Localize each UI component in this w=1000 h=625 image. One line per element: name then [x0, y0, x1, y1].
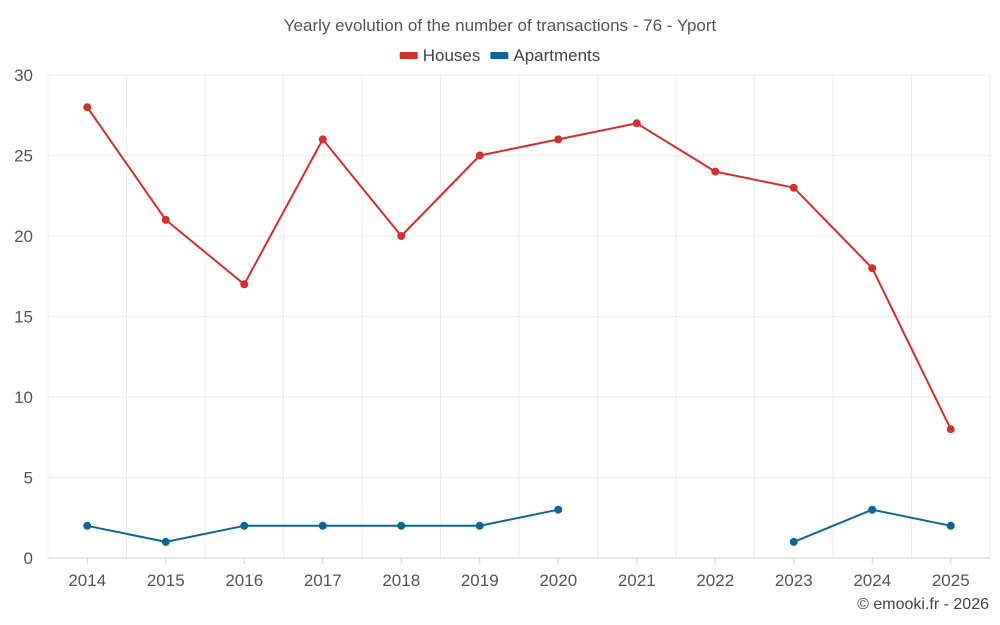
data-point-houses[interactable] [711, 167, 720, 176]
series-line-houses [86, 106, 952, 430]
y-tick-label: 20 [14, 227, 33, 246]
series-apartments [83, 505, 955, 546]
x-tick-label: 2022 [696, 571, 734, 590]
y-tick-label: 10 [14, 388, 33, 407]
x-tick-label: 2016 [225, 571, 263, 590]
y-tick-label: 0 [24, 549, 33, 568]
x-tick-label: 2021 [618, 571, 656, 590]
data-point-houses[interactable] [946, 425, 955, 434]
data-point-houses[interactable] [161, 215, 170, 224]
x-tick-label: 2018 [382, 571, 420, 590]
x-tick-label: 2015 [147, 571, 185, 590]
data-point-houses[interactable] [240, 280, 249, 289]
data-point-apartments[interactable] [868, 505, 877, 514]
data-point-apartments[interactable] [946, 521, 955, 530]
y-tick-label: 5 [24, 469, 33, 488]
x-tick-label: 2023 [775, 571, 813, 590]
credit-text: © emooki.fr - 2026 [857, 596, 989, 613]
series-line-apartments [793, 508, 951, 543]
grid [47, 74, 991, 558]
legend-swatch [399, 52, 418, 59]
data-point-apartments[interactable] [789, 537, 798, 546]
data-point-houses[interactable] [868, 264, 877, 273]
data-point-houses[interactable] [397, 232, 406, 240]
legend-label: Apartments [513, 46, 600, 65]
y-tick-label: 15 [14, 308, 33, 327]
legend: Houses Apartments [399, 46, 600, 65]
y-tick-label: 30 [14, 66, 33, 85]
data-point-houses[interactable] [475, 151, 484, 160]
y-tick-label: 25 [14, 147, 33, 166]
data-point-houses[interactable] [554, 135, 563, 144]
data-point-houses[interactable] [789, 183, 798, 192]
chart-title: Yearly evolution of the number of transa… [284, 16, 717, 35]
data-point-houses[interactable] [83, 103, 92, 112]
data-point-apartments[interactable] [554, 505, 563, 514]
data-point-apartments[interactable] [318, 521, 327, 530]
data-point-houses[interactable] [632, 119, 641, 128]
x-tick-label: 2019 [461, 571, 499, 590]
x-tick-label: 2020 [539, 571, 577, 590]
data-point-apartments[interactable] [475, 521, 484, 530]
x-tick-label: 2024 [853, 571, 891, 590]
x-tick-label: 2014 [68, 571, 106, 590]
series-group [83, 103, 955, 546]
legend-swatch [490, 52, 509, 59]
data-point-apartments[interactable] [397, 521, 406, 530]
legend-label: Houses [423, 46, 481, 65]
legend-item-apartments[interactable]: Apartments [490, 46, 600, 65]
series-houses [83, 103, 955, 434]
x-tick-label: 2017 [304, 571, 342, 590]
legend-item-houses[interactable]: Houses [399, 46, 481, 65]
data-point-apartments[interactable] [161, 537, 170, 546]
data-point-apartments[interactable] [83, 521, 92, 530]
data-point-houses[interactable] [318, 135, 327, 144]
data-point-apartments[interactable] [240, 521, 249, 530]
x-tick-label: 2025 [932, 571, 970, 590]
